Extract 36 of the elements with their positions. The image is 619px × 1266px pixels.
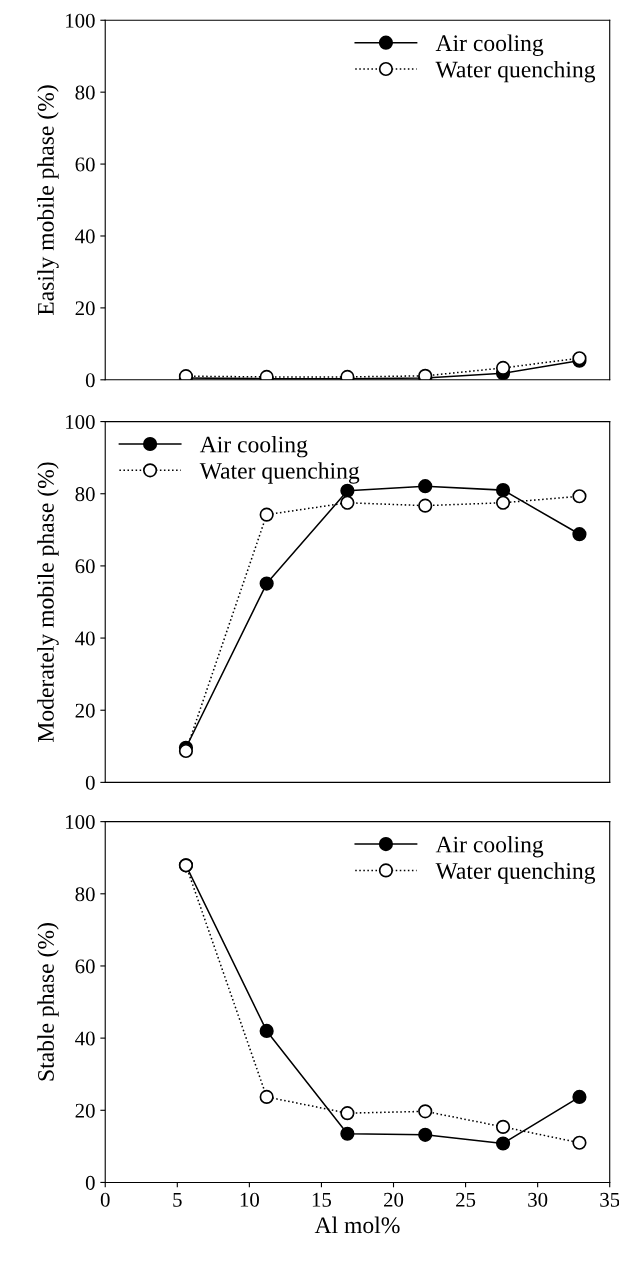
- legend-label: Water quenching: [435, 862, 596, 884]
- y-tick-label: 40: [75, 1031, 95, 1046]
- legend-label: Air cooling: [199, 435, 308, 458]
- y-tick-label: 40: [75, 229, 95, 244]
- x-tick-label: 20: [384, 1192, 404, 1207]
- legend-label: Air cooling: [435, 835, 544, 858]
- y-tick-label: 0: [85, 775, 95, 790]
- y-tick-label: 0: [85, 1175, 95, 1190]
- y-tick-label: 20: [75, 301, 95, 316]
- y-tick-label: 40: [75, 631, 95, 646]
- x-tick-label: 30: [528, 1192, 548, 1207]
- x-tick-label: 15: [312, 1192, 332, 1207]
- legend-label: Air cooling: [435, 34, 544, 57]
- y-tick-label: 60: [75, 559, 95, 574]
- legend-label: Water quenching: [199, 462, 360, 484]
- y-tick-label: 0: [85, 373, 95, 388]
- y-tick-label: 80: [75, 85, 95, 100]
- x-tick-label: 10: [240, 1192, 259, 1207]
- x-tick-label: 25: [456, 1192, 476, 1207]
- y-tick-label: 80: [75, 887, 95, 902]
- x-axis-title: Al mol%: [314, 1216, 400, 1234]
- y-tick-label: 20: [75, 1103, 95, 1118]
- legend-label: Water quenching: [435, 60, 596, 83]
- y-tick-label: 60: [75, 157, 95, 172]
- y-tick-label: 60: [75, 959, 95, 974]
- y-tick-label: 80: [75, 487, 95, 502]
- y-tick-label: 100: [66, 414, 95, 430]
- y-tick-label: 100: [66, 13, 95, 28]
- y-axis-title: Stable phase (%): [37, 923, 59, 1081]
- x-tick-label: 5: [173, 1192, 182, 1207]
- y-tick-label: 20: [75, 703, 95, 718]
- y-axis-title: Easily mobile phase (%): [37, 85, 59, 316]
- x-tick-label: 35: [600, 1192, 619, 1207]
- y-tick-label: 100: [66, 815, 95, 830]
- y-axis-title: Moderately mobile phase (%): [37, 462, 59, 742]
- x-tick-label: 0: [100, 1192, 110, 1207]
